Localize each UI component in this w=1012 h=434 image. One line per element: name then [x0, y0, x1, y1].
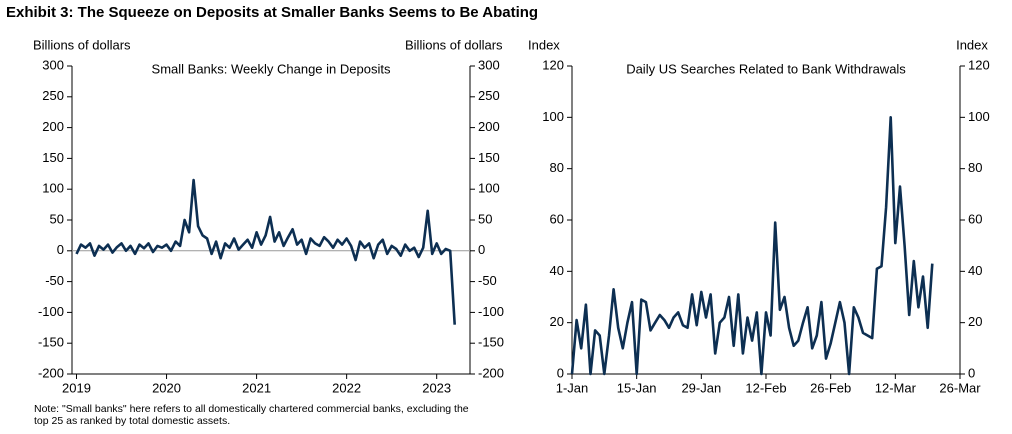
note: Note: "Small banks" here refers to all d…	[34, 403, 469, 415]
x-tick-label: 26-Mar	[939, 380, 981, 395]
y-tick-label: 80	[550, 160, 564, 175]
y-tick-label: 40	[550, 263, 564, 278]
y2-axis-label: Billions of dollars	[405, 37, 503, 52]
y2-tick-label: -200	[478, 365, 504, 380]
panel-title: Daily US Searches Related to Bank Withdr…	[626, 61, 906, 76]
y2-tick-label: 100	[478, 181, 500, 196]
y2-tick-label: 0	[968, 365, 975, 380]
y-tick-label: -200	[38, 365, 64, 380]
y2-tick-label: 50	[478, 211, 492, 226]
page-title: Exhibit 3: The Squeeze on Deposits at Sm…	[6, 4, 538, 21]
y2-tick-label: 250	[478, 88, 500, 103]
note: top 25 as ranked by total domestic asset…	[34, 415, 230, 427]
data-line	[75, 178, 456, 325]
x-tick-label: 2019	[62, 380, 91, 395]
x-tick-label: 2023	[422, 380, 451, 395]
y-tick-label: 60	[550, 211, 564, 226]
panel-title: Small Banks: Weekly Change in Deposits	[152, 61, 391, 76]
y-tick-label: 200	[42, 119, 64, 134]
y2-tick-label: 150	[478, 150, 500, 165]
x-tick-label: 2022	[332, 380, 361, 395]
y-axis-label: Billions of dollars	[33, 37, 131, 52]
y2-tick-label: 40	[968, 263, 982, 278]
y-tick-label: 150	[42, 150, 64, 165]
y2-tick-label: 300	[478, 57, 500, 72]
y-tick-label: 100	[42, 181, 64, 196]
y-tick-label: 0	[557, 365, 564, 380]
y-axis-label: Index	[528, 37, 560, 52]
y-tick-label: 20	[550, 314, 564, 329]
x-tick-label: 26-Feb	[810, 380, 851, 395]
y-tick-label: 0	[57, 242, 64, 257]
x-tick-label: 2020	[152, 380, 181, 395]
y-tick-label: 250	[42, 88, 64, 103]
x-tick-label: 29-Jan	[681, 380, 721, 395]
y-tick-label: -150	[38, 335, 64, 350]
data-line	[570, 116, 934, 376]
y2-tick-label: 20	[968, 314, 982, 329]
y2-tick-label: -100	[478, 304, 504, 319]
y2-tick-label: 200	[478, 119, 500, 134]
y2-tick-label: 0	[478, 242, 485, 257]
x-tick-label: 15-Jan	[617, 380, 657, 395]
y2-tick-label: -50	[478, 273, 497, 288]
y-tick-label: -50	[45, 273, 64, 288]
y2-tick-label: 120	[968, 57, 990, 72]
x-tick-label: 2021	[242, 380, 271, 395]
y-tick-label: 100	[542, 109, 564, 124]
y2-tick-label: 100	[968, 109, 990, 124]
x-tick-label: 12-Feb	[745, 380, 786, 395]
y2-tick-label: 60	[968, 211, 982, 226]
y2-tick-label: -150	[478, 335, 504, 350]
y-tick-label: 120	[542, 57, 564, 72]
y2-axis-label: Index	[956, 37, 988, 52]
y-tick-label: 300	[42, 57, 64, 72]
x-tick-label: 12-Mar	[875, 380, 917, 395]
y-tick-label: -100	[38, 304, 64, 319]
x-tick-label: 1-Jan	[556, 380, 589, 395]
y-tick-label: 50	[50, 211, 64, 226]
y2-tick-label: 80	[968, 160, 982, 175]
